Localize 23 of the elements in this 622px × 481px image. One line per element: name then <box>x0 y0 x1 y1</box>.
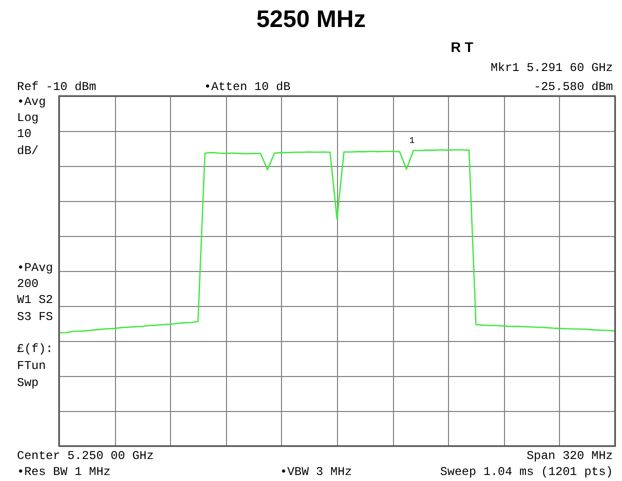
text: •Avg <box>17 95 46 109</box>
text: 1 <box>409 136 415 146</box>
text: FTun <box>17 359 46 373</box>
text: Span 320 MHz <box>526 449 613 463</box>
text: £(f): <box>17 342 54 356</box>
text: Mkr1 5.291 60 GHz <box>490 61 613 75</box>
text: -25.580 dBm <box>534 80 613 94</box>
text: 200 <box>17 277 39 291</box>
text: dB/ <box>17 144 39 158</box>
text: Ref -10 dBm <box>17 80 96 94</box>
text: Sweep 1.04 ms (1201 pts) <box>440 465 613 479</box>
chart-title: 5250 MHz <box>256 6 366 33</box>
text: •VBW 3 MHz <box>280 465 352 479</box>
text: Center 5.250 00 GHz <box>17 449 154 463</box>
text: S3 FS <box>17 310 54 324</box>
text: •PAvg <box>17 261 54 275</box>
text: Swp <box>17 376 39 390</box>
text: 10 <box>17 127 32 141</box>
text: •Res BW 1 MHz <box>17 465 111 479</box>
text: R T <box>450 39 474 55</box>
text: W1 S2 <box>17 293 54 307</box>
text: •Atten 10 dB <box>204 80 290 94</box>
text: Log <box>17 111 39 125</box>
